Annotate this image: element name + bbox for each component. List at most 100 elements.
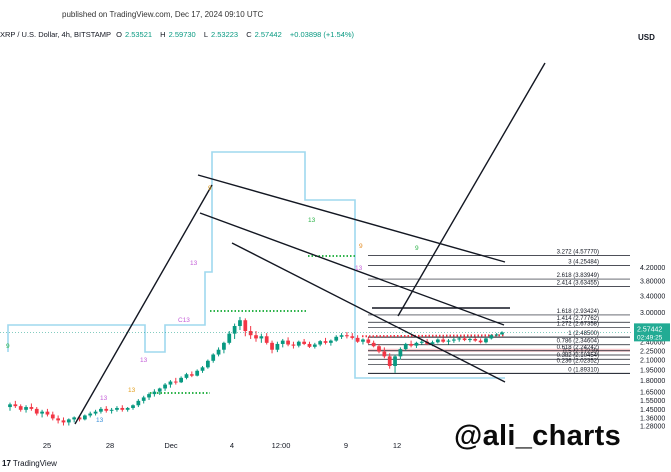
publish-header: published on TradingView.com, Dec 17, 20…	[0, 0, 671, 28]
td-sequential-label: 9	[208, 185, 212, 192]
tradingview-mark-icon: 17	[2, 459, 11, 468]
td-sequential-label: 9	[359, 243, 363, 250]
currency-label[interactable]: USD	[638, 33, 655, 42]
countdown-value: 02:49:25	[637, 334, 663, 341]
candle-body	[473, 338, 478, 341]
fib-label: 0.618 (2.24242)	[557, 345, 599, 351]
candle-body	[104, 408, 109, 411]
candle-body	[371, 342, 376, 347]
candle-body	[136, 400, 141, 406]
candle-body	[328, 340, 333, 343]
fib-zone	[368, 348, 630, 352]
candle-body	[254, 335, 258, 339]
candle-body	[93, 411, 98, 414]
candle-body	[211, 354, 216, 361]
fib-label: 1 (2.48500)	[568, 331, 599, 337]
fib-label: 3.272 (4.57770)	[557, 250, 599, 256]
x-tick-label: 28	[106, 441, 114, 450]
candle-body	[125, 407, 130, 410]
candle-body	[323, 341, 328, 343]
candle-body	[216, 349, 221, 355]
stepline-indicator	[7, 151, 505, 379]
low-value: 2.53223	[210, 30, 239, 39]
price-axis-bg	[633, 44, 671, 436]
candle-body	[29, 407, 34, 409]
candle-body	[120, 407, 125, 410]
candle-body	[243, 320, 248, 332]
candle-body	[232, 326, 237, 334]
candle-body	[205, 360, 210, 368]
candle-body	[334, 336, 339, 341]
td-sequential-label: 9	[415, 245, 419, 252]
candle-body	[425, 341, 430, 344]
candle-body	[500, 332, 504, 335]
x-tick-label: 12	[393, 441, 401, 450]
symbol-info-bar: XRP / U.S. Dollar, 4h, BITSTAMP O 2.53521…	[0, 30, 357, 44]
high-label: H	[160, 30, 166, 39]
y-tick-label: 1.36000	[640, 415, 665, 422]
candle-body	[24, 407, 28, 410]
candle-body	[131, 405, 135, 408]
candle-body	[345, 335, 349, 337]
candle-body	[195, 370, 200, 376]
candle-body	[489, 335, 494, 339]
candle-body	[179, 377, 184, 383]
ohlc-open: O 2.53521	[116, 30, 155, 39]
candle-body	[286, 340, 290, 345]
fib-label: 2.414 (3.63455)	[557, 280, 599, 286]
y-tick-label: 1.65000	[640, 390, 665, 397]
candle-body	[457, 338, 462, 340]
candle-body	[377, 346, 381, 352]
candle-body	[222, 342, 226, 350]
high-value: 2.59730	[168, 30, 196, 39]
symbol-title[interactable]: XRP / U.S. Dollar, 4h, BITSTAMP	[0, 30, 112, 39]
ohlc-low: L 2.53223	[204, 30, 241, 39]
candle-body	[280, 340, 285, 344]
author-watermark: @ali_charts	[454, 420, 621, 452]
y-tick-label: 2.60000	[640, 329, 665, 336]
td-sequential-label: 13	[100, 395, 108, 402]
candle-body	[99, 408, 103, 412]
candle-body	[291, 344, 296, 346]
candle-body	[350, 336, 355, 338]
candle-body	[441, 339, 446, 342]
tradingview-logo[interactable]: 17 TradingView	[2, 459, 57, 468]
candle-body	[478, 340, 483, 343]
td-sequential-label: 13	[308, 217, 316, 224]
td-sequential-label: 13	[140, 357, 148, 364]
candle-body	[82, 415, 87, 420]
candle-body	[56, 418, 61, 421]
fib-label: 1.618 (2.93424)	[557, 309, 599, 315]
candle-body	[259, 336, 264, 339]
candle-body	[50, 414, 55, 419]
fib-label: 2.618 (3.83949)	[557, 273, 599, 279]
candle-body	[302, 341, 307, 344]
fib-label: 1.414 (2.77762)	[557, 316, 599, 322]
candle-body	[72, 417, 77, 420]
publish-info: published on TradingView.com, Dec 17, 20…	[62, 10, 264, 19]
close-value: 2.57442	[254, 30, 282, 39]
td-sequential-label: 13	[96, 417, 104, 424]
candle-body	[462, 338, 467, 341]
candle-body	[307, 343, 312, 347]
candle-body	[419, 341, 424, 343]
fib-label: 1.272 (2.67358)	[557, 321, 599, 327]
ohlc-high: H 2.59730	[160, 30, 199, 39]
td-sequential-label: C13	[178, 317, 190, 324]
candle-body	[8, 404, 12, 408]
x-tick-label: 12:00	[272, 441, 291, 450]
candle-body	[248, 331, 253, 336]
tradingview-brand: TradingView	[12, 459, 57, 468]
candle-body	[355, 337, 360, 342]
candle-body	[366, 339, 371, 343]
x-tick-label: 9	[344, 441, 348, 450]
candle-body	[109, 409, 114, 411]
candle-body	[382, 351, 387, 357]
candle-body	[409, 343, 413, 346]
fib-label: 0.236 (2.02352)	[557, 358, 599, 364]
candle-body	[393, 356, 397, 367]
last-price-value: 2.57442	[637, 326, 662, 333]
candle-body	[18, 406, 23, 410]
y-tick-label: 1.55000	[640, 398, 665, 405]
